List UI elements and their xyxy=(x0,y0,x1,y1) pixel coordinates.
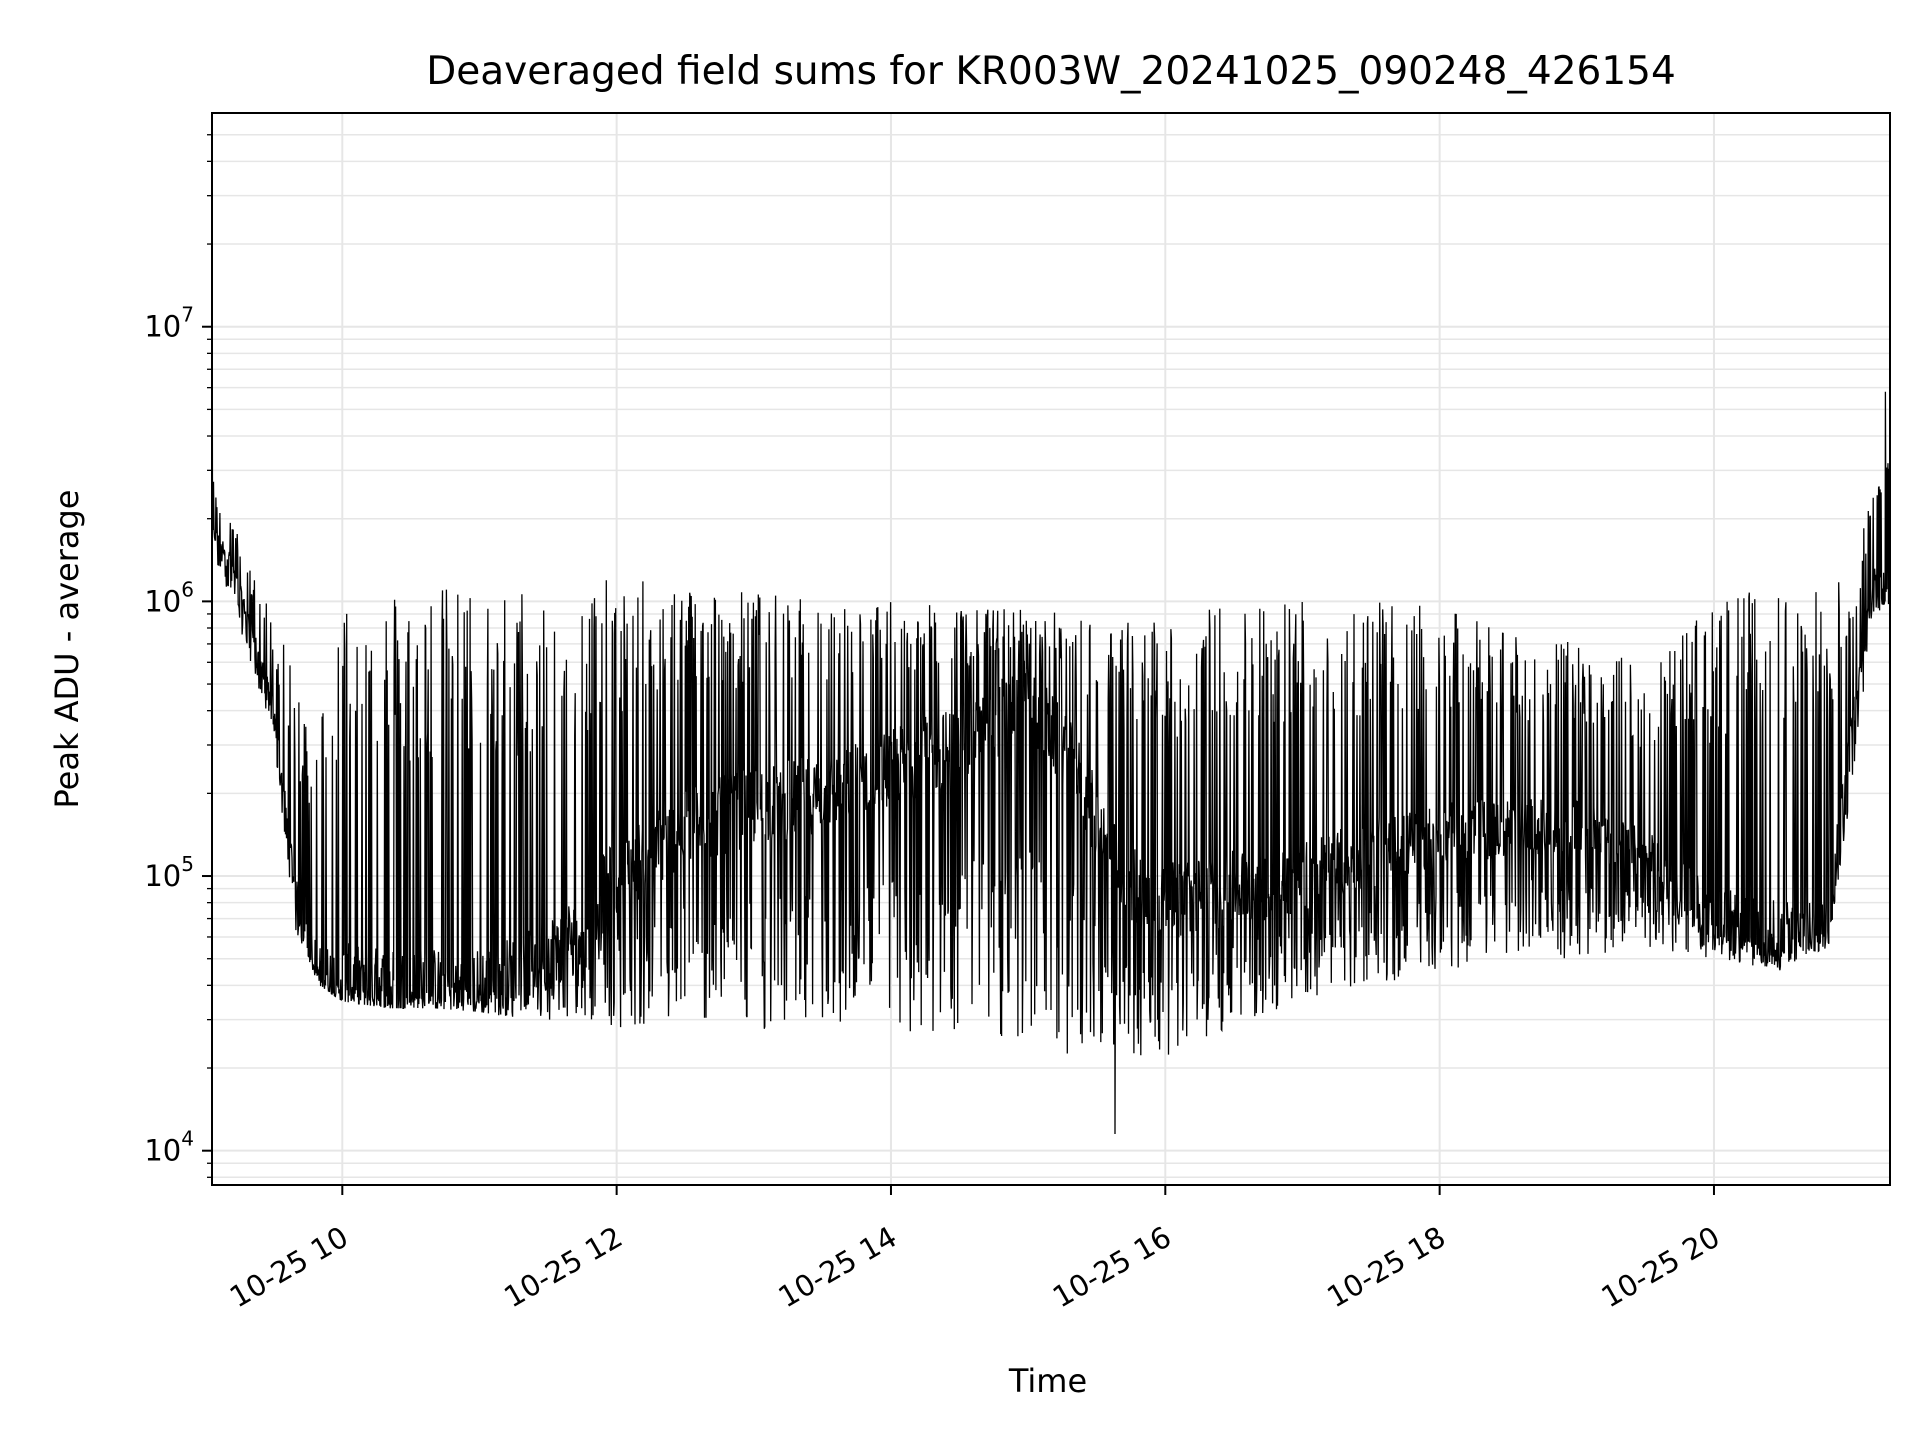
y-tick-label: 105 xyxy=(144,852,194,893)
plot-frame xyxy=(211,112,1891,1186)
series-line xyxy=(212,167,1890,1135)
y-tick-label: 107 xyxy=(144,303,194,344)
y-axis-label: Peak ADU - average xyxy=(48,490,86,809)
x-axis-label: Time xyxy=(1008,1362,1087,1400)
y-tick-label: 106 xyxy=(144,577,194,618)
chart-title: Deaveraged field sums for KR003W_2024102… xyxy=(426,49,1676,94)
y-axis-ticks: 104 105 106 107 xyxy=(144,134,212,1178)
y-tick-label: 104 xyxy=(144,1127,194,1168)
series-deaveraged-field-sums xyxy=(212,167,1890,1135)
